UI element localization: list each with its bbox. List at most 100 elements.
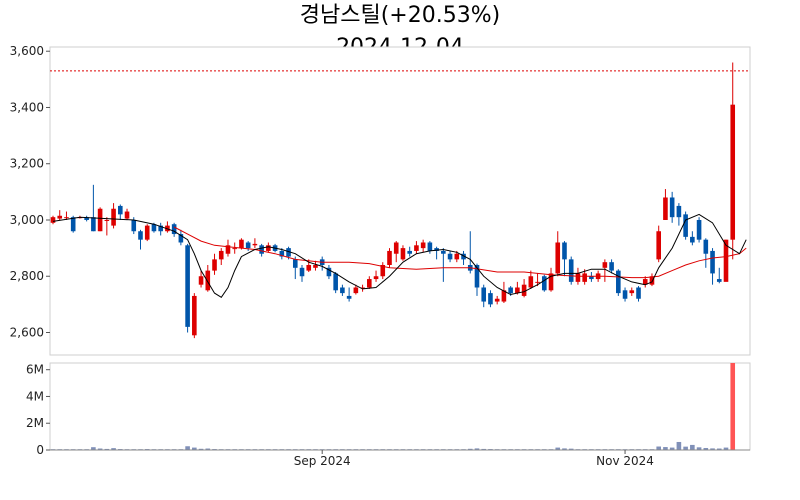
candle [64, 211, 69, 220]
candle-body [151, 224, 157, 232]
candle-body [730, 104, 736, 240]
candle [414, 241, 419, 254]
volume-bar [111, 448, 116, 450]
candle-body [50, 217, 56, 223]
candle-body [57, 215, 63, 219]
candle [420, 239, 426, 253]
candle-body [124, 211, 130, 219]
candle [703, 238, 709, 268]
candle-body [346, 295, 352, 299]
volume-bar [663, 447, 668, 450]
candle [535, 273, 540, 287]
candle-body [239, 239, 244, 249]
candle [568, 256, 574, 285]
candle [225, 239, 231, 257]
candle-body [656, 231, 661, 260]
candle-body [602, 262, 608, 268]
candle-body [104, 219, 110, 221]
candle [104, 217, 110, 236]
candle [663, 189, 668, 220]
candle-body [118, 205, 123, 215]
candle-body [710, 250, 715, 274]
candle [205, 264, 211, 292]
candle [212, 253, 217, 275]
candle-body [501, 290, 507, 302]
candle [185, 243, 190, 333]
volume-bar [716, 448, 722, 450]
candle [97, 207, 103, 232]
candle [427, 241, 433, 254]
candle-body [70, 217, 76, 232]
candle-body [326, 267, 332, 277]
candle-body [380, 264, 386, 277]
candle [555, 231, 561, 277]
price-y-axis: 2,600 2,800 3,000 3,200 3,400 3,600 [10, 44, 50, 339]
candle [333, 272, 338, 294]
candle [447, 250, 453, 263]
price-tick-label: 3,600 [10, 44, 44, 58]
candle-body [279, 250, 285, 257]
candle-body [515, 287, 520, 294]
candle-body [488, 293, 493, 305]
candle-body [340, 287, 345, 294]
candle-body [521, 284, 527, 296]
candle-body [373, 276, 379, 280]
candle-body [414, 245, 419, 251]
candle [642, 276, 648, 288]
candle-body [528, 276, 534, 288]
candle-body [259, 245, 264, 254]
candle-body [649, 276, 655, 285]
candle-body [245, 242, 251, 249]
candle-body [306, 264, 312, 271]
candle-body [420, 242, 426, 249]
candle [171, 222, 177, 237]
candle-body [474, 264, 480, 288]
candle-body [723, 239, 729, 282]
candle-body [616, 270, 621, 294]
candle [656, 225, 661, 263]
candle [723, 239, 729, 282]
candle-body [225, 245, 231, 254]
candle [353, 284, 359, 295]
candle [461, 250, 466, 265]
candle [441, 248, 446, 282]
candle-body [286, 248, 291, 257]
candle-body [97, 208, 103, 232]
candle-body [205, 270, 211, 291]
candle [313, 260, 318, 271]
candle [380, 262, 386, 280]
candle [198, 270, 204, 288]
x-tick-label: Sep 2024 [294, 454, 351, 468]
volume-bar [474, 448, 480, 450]
candle-body [131, 219, 137, 232]
price-panel: 2,600 2,800 3,000 3,200 3,400 3,600 [10, 44, 751, 356]
volume-panel-frame [49, 362, 751, 451]
volume-bar [703, 447, 709, 450]
candle [494, 295, 500, 305]
volume-bar [104, 448, 110, 450]
candle [528, 270, 534, 289]
candle-body [198, 276, 204, 285]
volume-tick-label: 2M [26, 416, 44, 430]
candle-body [266, 245, 271, 251]
candle [218, 248, 224, 265]
price-tick-label: 2,800 [10, 269, 44, 283]
candle [730, 62, 736, 260]
candle-body [333, 273, 338, 291]
candle [676, 203, 682, 226]
candle [84, 215, 89, 222]
candle-body [367, 279, 372, 288]
candle-body [218, 250, 224, 260]
candle [118, 204, 123, 220]
candle-body [582, 273, 587, 282]
candle-body [535, 281, 540, 283]
volume-bar [723, 447, 729, 450]
candle [683, 211, 688, 240]
candle-body [299, 267, 305, 277]
candle [400, 245, 406, 261]
price-tick-label: 3,200 [10, 157, 44, 171]
candle [266, 242, 271, 253]
volume-bar [690, 444, 695, 450]
candle [111, 203, 116, 229]
candle-body [192, 295, 197, 336]
